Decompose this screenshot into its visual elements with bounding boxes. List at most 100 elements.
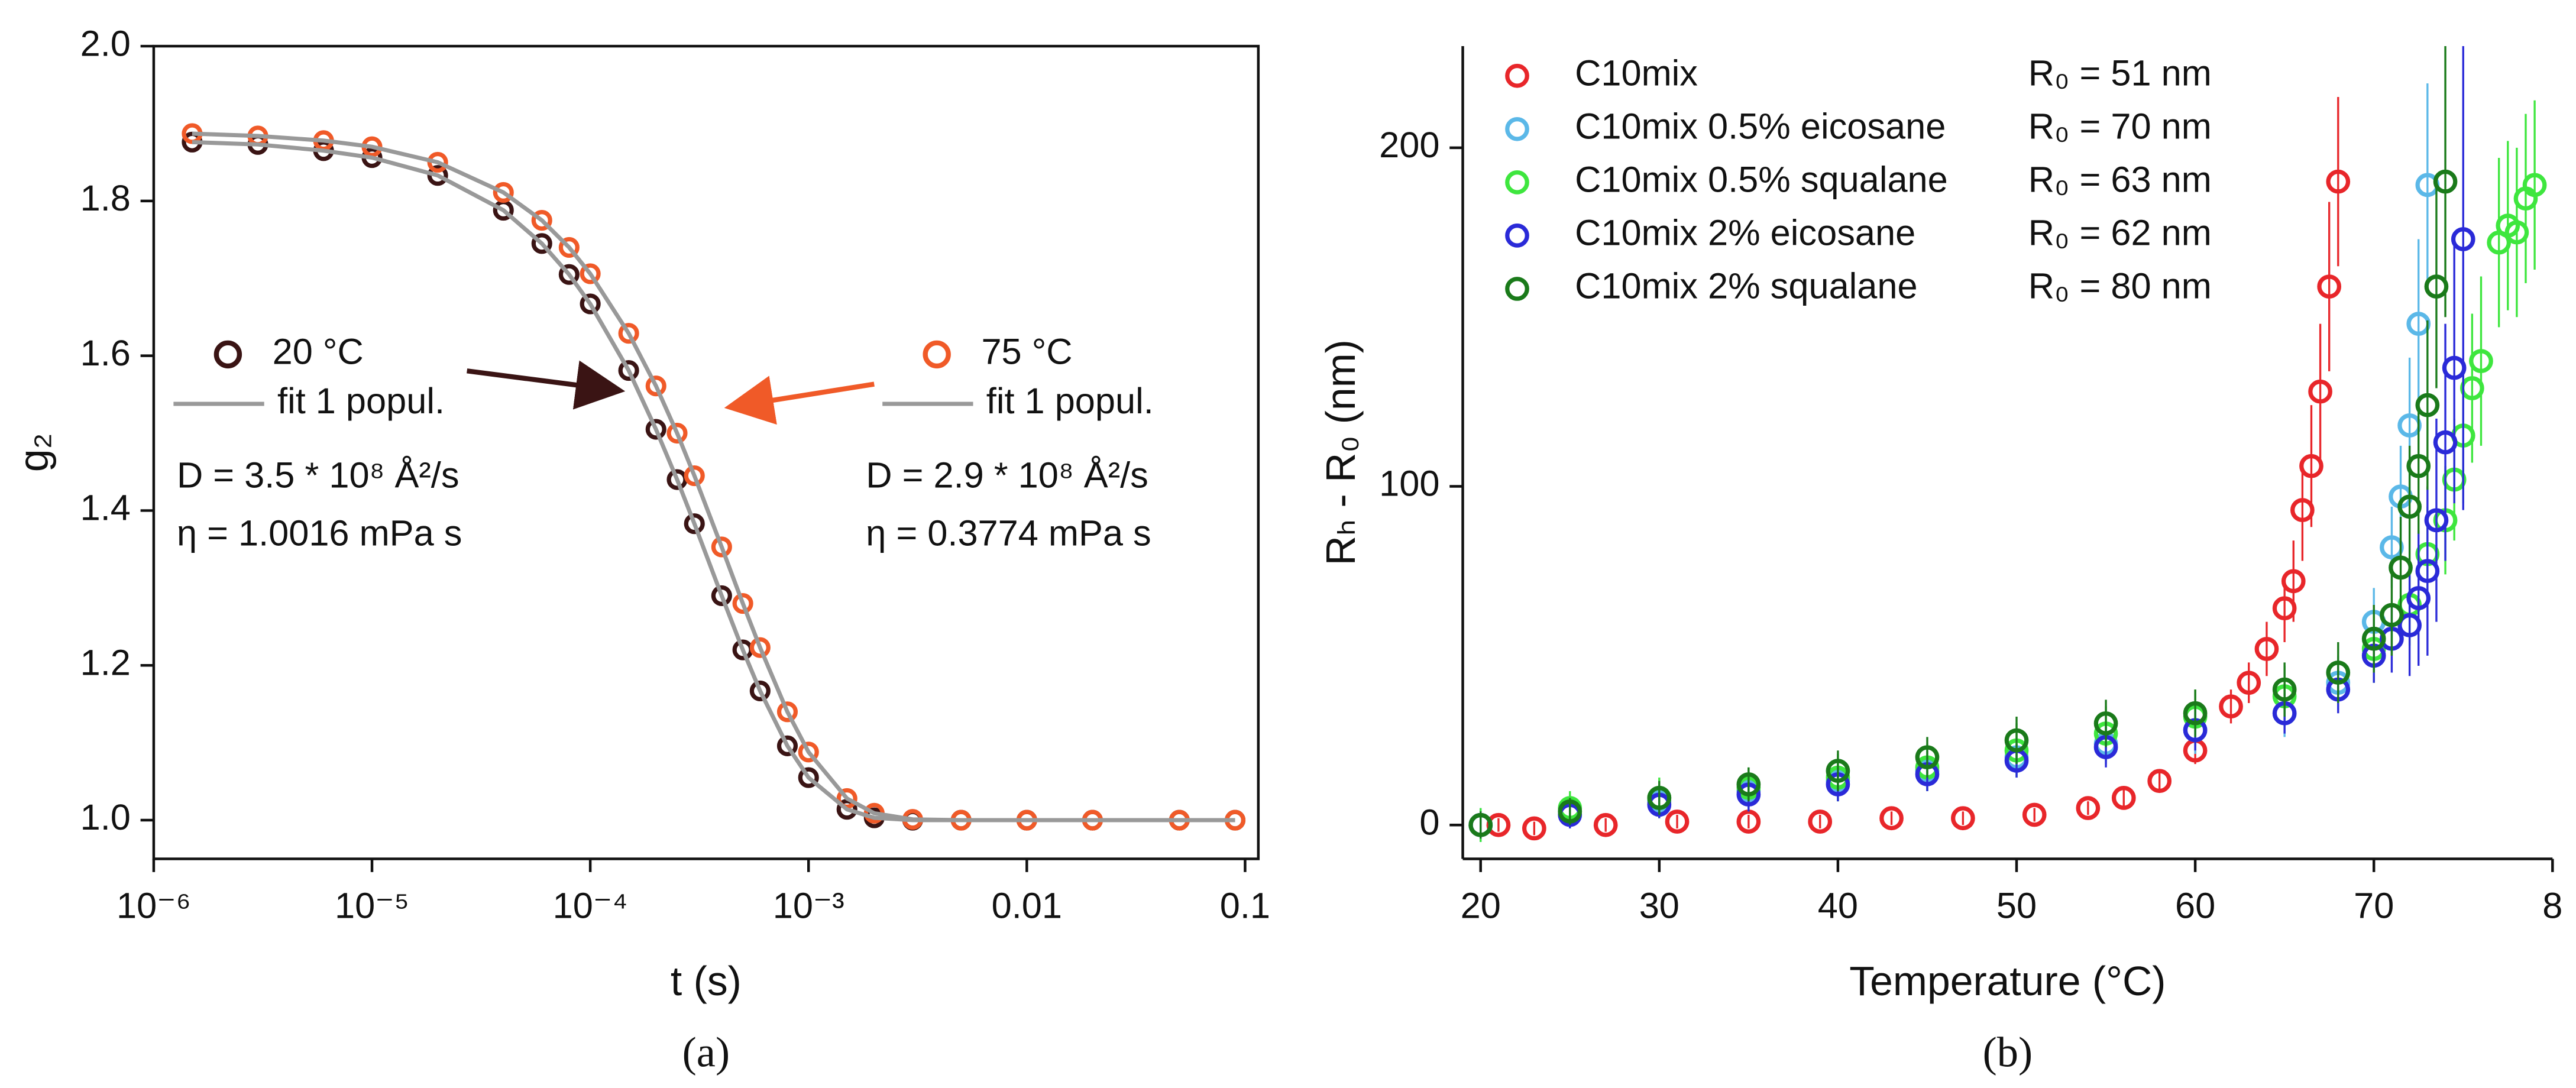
x-tick-label: 10⁻⁶: [116, 885, 191, 925]
legend-label: 75 °C: [981, 331, 1072, 372]
arrow: [724, 375, 875, 425]
data-point: [618, 323, 639, 344]
legend-label: C10mix 0.5% eicosane: [1575, 105, 1946, 146]
x-axis-label: Temperature (°C): [1849, 958, 2166, 1004]
data-point: [666, 422, 688, 444]
legend-marker: [1505, 277, 1529, 301]
x-tick-label: 0.01: [992, 885, 1062, 925]
data-point: [2111, 786, 2136, 810]
legend-marker: [1505, 170, 1529, 195]
data-point: [2272, 677, 2297, 702]
data-point: [2326, 169, 2351, 194]
x-tick-label: 60: [2175, 885, 2215, 925]
data-point: [798, 741, 819, 763]
y-tick-label: 0: [1419, 801, 1439, 842]
data-point: [558, 237, 580, 258]
data-point: [1951, 806, 1975, 831]
data-point: [580, 293, 601, 315]
data-point: [711, 536, 732, 558]
plot-area: [1468, 46, 2547, 842]
x-tick-label: 20: [1461, 885, 1501, 925]
x-tick-label: 10⁻⁵: [335, 885, 409, 925]
annotation: η = 0.3774 mPa s: [866, 512, 1151, 553]
legend-label: C10mix 2% eicosane: [1575, 212, 1915, 253]
data-point: [684, 465, 705, 487]
data-point: [2281, 569, 2306, 594]
data-point: [684, 513, 705, 535]
legend-marker: [213, 340, 242, 369]
data-point: [1558, 799, 1583, 824]
x-tick-label: 40: [1818, 885, 1858, 925]
x-tick-label: 70: [2354, 885, 2394, 925]
legend-note: R₀ = 62 nm: [2028, 212, 2212, 253]
legend-marker: [1505, 224, 1529, 248]
data-point: [776, 735, 798, 756]
x-tick-label: 30: [1639, 885, 1679, 925]
data-point: [2415, 393, 2440, 417]
data-point: [1808, 809, 1833, 834]
data-point: [2076, 796, 2101, 820]
annotation: D = 2.9 * 10⁸ Å²/s: [866, 455, 1148, 496]
legend-label: C10mix: [1575, 52, 1698, 93]
arrow: [467, 360, 626, 410]
y-tick-label: 100: [1379, 463, 1439, 504]
data-point: [749, 637, 771, 658]
y-tick-label: 1.0: [80, 796, 131, 837]
data-point: [531, 210, 552, 231]
data-point: [618, 360, 639, 381]
data-point: [1736, 772, 1761, 796]
y-tick-label: 1.8: [80, 177, 131, 218]
plot-area: [182, 123, 1246, 831]
legend-note: R₀ = 63 nm: [2028, 159, 2212, 200]
data-point: [493, 182, 514, 203]
data-point: [2299, 454, 2323, 478]
legend-note: R₀ = 80 nm: [2028, 265, 2212, 306]
data-point: [711, 585, 732, 606]
data-point: [2451, 227, 2475, 251]
data-point: [1593, 812, 1618, 837]
data-point: [798, 767, 819, 788]
data-point: [2254, 637, 2279, 661]
data-point: [427, 165, 448, 186]
data-point: [836, 799, 857, 820]
y-tick-label: 2.0: [80, 22, 131, 63]
legend-note: R₀ = 51 nm: [2028, 52, 2212, 93]
data-point: [2183, 701, 2208, 726]
y-axis-label: g₂: [10, 433, 56, 472]
data-point: [2147, 769, 2172, 794]
panel-label: (a): [682, 1028, 730, 1076]
data-point: [2326, 660, 2351, 685]
x-tick-label: 10⁻³: [773, 885, 844, 925]
data-point: [776, 701, 798, 723]
data-point: [1879, 806, 1904, 831]
data-point: [2317, 274, 2342, 299]
data-point: [2361, 626, 2386, 651]
legend-label: fit 1 popul.: [277, 380, 445, 421]
data-point: [531, 233, 552, 254]
data-point: [2433, 169, 2458, 194]
legend-marker: [923, 340, 951, 369]
data-point: [1665, 809, 1690, 834]
fit-line: [192, 131, 1235, 823]
data-point: [2093, 711, 2118, 736]
annotation: D = 3.5 * 10⁸ Å²/s: [177, 455, 459, 496]
legend-label: C10mix 0.5% squalane: [1575, 159, 1948, 200]
data-point: [645, 419, 666, 440]
data-point: [2308, 379, 2332, 404]
y-tick-label: 1.2: [80, 642, 131, 682]
panel-label: (b): [1983, 1028, 2033, 1076]
legend-label: 20 °C: [273, 331, 364, 372]
data-point: [1826, 759, 1850, 783]
x-tick-label: 10⁻⁴: [553, 885, 628, 925]
data-point: [2219, 694, 2243, 719]
x-tick-label: 50: [1996, 885, 2037, 925]
data-point: [1522, 816, 1546, 841]
data-point: [2237, 671, 2261, 695]
data-point: [2022, 802, 2047, 827]
legend-marker: [1505, 63, 1529, 88]
legend-label: fit 1 popul.: [986, 380, 1154, 421]
data-point: [1915, 745, 1940, 770]
data-point: [749, 680, 771, 702]
data-point: [2469, 349, 2493, 374]
